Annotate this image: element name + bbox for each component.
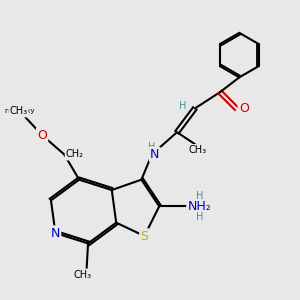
Text: S: S — [140, 230, 148, 242]
Text: CH₃: CH₃ — [73, 270, 91, 280]
Text: O: O — [37, 129, 47, 142]
Text: H: H — [196, 212, 203, 222]
Text: H: H — [148, 142, 155, 152]
Text: CH₂: CH₂ — [66, 149, 84, 159]
Text: CH₃: CH₃ — [9, 106, 27, 116]
Text: CH₃: CH₃ — [189, 145, 207, 155]
Text: H: H — [196, 191, 203, 201]
Text: N: N — [51, 226, 60, 239]
Text: NH₂: NH₂ — [188, 200, 211, 213]
Text: N: N — [150, 148, 160, 161]
Text: H: H — [179, 100, 187, 110]
Text: methoxy: methoxy — [4, 108, 35, 114]
Text: O: O — [239, 102, 249, 115]
